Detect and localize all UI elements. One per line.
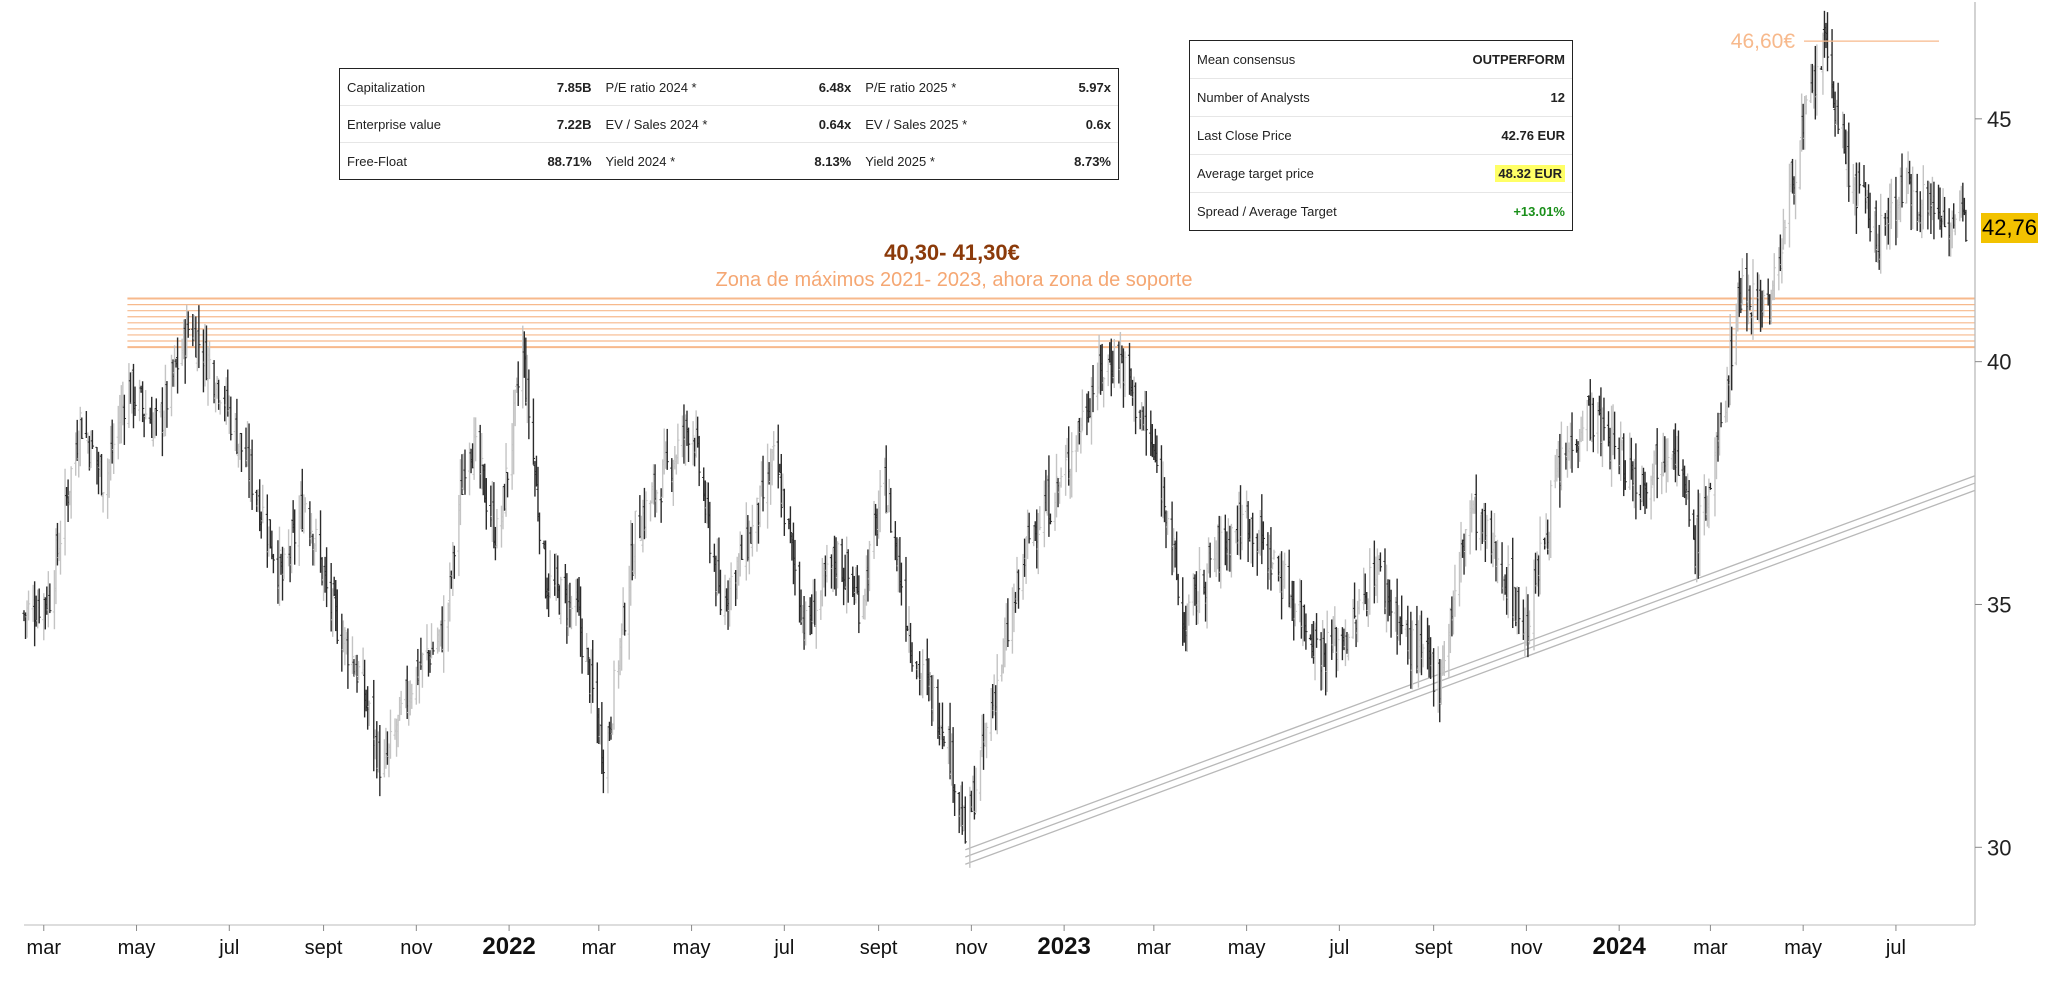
stat-value: 0.64x	[779, 105, 859, 143]
consensus-value: 42.76 EUR	[1501, 128, 1565, 143]
stat-label: Yield 2025 *	[865, 153, 935, 169]
x-tick-label: may	[1784, 937, 1822, 959]
stats-row: Free-Float 88.71% Yield 2024 * 8.13% Yield 2…	[340, 143, 1118, 180]
x-tick-label: jul	[1328, 937, 1349, 959]
zone-label-annotation: Zona de máximos 2021- 2023, ahora zona d…	[716, 269, 1193, 291]
trendline-line	[965, 475, 1976, 851]
stat-value: 0.6x	[1038, 105, 1118, 143]
x-tick-label: jul	[1885, 937, 1906, 959]
stat-value: 7.22B	[508, 105, 599, 143]
y-tick-label: 30	[1987, 835, 2011, 860]
x-tick-label: 2022	[482, 933, 535, 960]
stat-value: 88.71%	[547, 153, 592, 169]
analyst-consensus-table: Mean consensus OUTPERFORM Number of Analys…	[1189, 40, 1573, 231]
zone-price-annotation: 40,30- 41,30€	[884, 240, 1020, 265]
consensus-value: +13.01%	[1513, 204, 1565, 219]
consensus-value: OUTPERFORM	[1472, 52, 1565, 67]
trendline-line	[965, 489, 1976, 865]
last-price-tag: 42,76	[1981, 212, 2038, 243]
stat-value: 8.73%	[1074, 153, 1111, 169]
support-zone	[127, 297, 1975, 349]
consensus-value: 12	[1550, 90, 1565, 105]
consensus-label: Average target price	[1190, 154, 1416, 193]
x-tick-label: sept	[1415, 937, 1453, 959]
stat-value: 5.97x	[1038, 69, 1118, 106]
x-tick-label: nov	[400, 937, 432, 959]
stat-label: EV / Sales 2024 *	[598, 105, 780, 143]
stat-label: Enterprise value	[340, 105, 509, 143]
stat-label: Capitalization	[340, 69, 509, 106]
stat-value: 6.48x	[779, 69, 859, 106]
x-tick-label: may	[118, 937, 156, 959]
x-tick-label: jul	[773, 937, 794, 959]
peak-price-annotation: 46,60€	[1731, 30, 1796, 53]
y-tick-label: 35	[1987, 592, 2011, 617]
x-tick-label: sept	[305, 937, 343, 959]
stat-label: Yield 2024 *	[605, 153, 676, 169]
stats-row: Enterprise value 7.22B EV / Sales 2024 * 0.…	[340, 105, 1118, 143]
stat-label: EV / Sales 2025 *	[858, 105, 1039, 143]
x-tick-label: nov	[955, 937, 987, 959]
x-tick-label: jul	[218, 937, 239, 959]
x-tick-label: mar	[1693, 937, 1728, 959]
consensus-label: Mean consensus	[1190, 41, 1416, 79]
x-tick-label: nov	[1510, 937, 1542, 959]
trendline-line	[965, 482, 1976, 858]
stat-value: 8.13%	[814, 153, 852, 169]
stat-value: 7.85B	[508, 69, 599, 106]
x-tick-label: may	[1228, 937, 1266, 959]
x-tick-label: mar	[582, 937, 617, 959]
stat-label: P/E ratio 2024 *	[598, 69, 780, 106]
axes: 30 35 40 45 mar may jul sept nov 2022 mar may jul sep…	[24, 2, 2011, 960]
consensus-label: Spread / Average Target	[1197, 204, 1337, 219]
x-tick-label: sept	[860, 937, 898, 959]
consensus-label: Number of Analysts	[1190, 78, 1416, 117]
consensus-row: Last Close Price 42.76 EUR	[1190, 116, 1572, 155]
y-tick-label: 40	[1987, 350, 2011, 375]
stat-label: Free-Float	[347, 153, 407, 169]
consensus-label: Last Close Price	[1190, 116, 1416, 155]
consensus-value: 48.32 EUR	[1495, 165, 1565, 182]
consensus-row: Mean consensus OUTPERFORM	[1190, 41, 1572, 79]
trendline	[965, 475, 1976, 865]
consensus-row: Average target price 48.32 EUR	[1190, 154, 1572, 193]
x-tick-label: may	[673, 937, 711, 959]
key-stats-table: Capitalization 7.85B P/E ratio 2024 * 6.48x…	[339, 68, 1119, 180]
y-tick-label: 45	[1987, 107, 2011, 132]
consensus-row: Spread / Average Target +13.01%	[1190, 193, 1572, 231]
x-tick-label: mar	[1137, 937, 1172, 959]
x-tick-label: 2024	[1592, 933, 1646, 960]
x-tick-label: mar	[27, 937, 62, 959]
x-tick-label: 2023	[1037, 933, 1090, 960]
stats-row: Capitalization 7.85B P/E ratio 2024 * 6.48x…	[340, 69, 1118, 106]
stat-label: P/E ratio 2025 *	[858, 69, 1039, 106]
consensus-row: Number of Analysts 12	[1190, 78, 1572, 117]
